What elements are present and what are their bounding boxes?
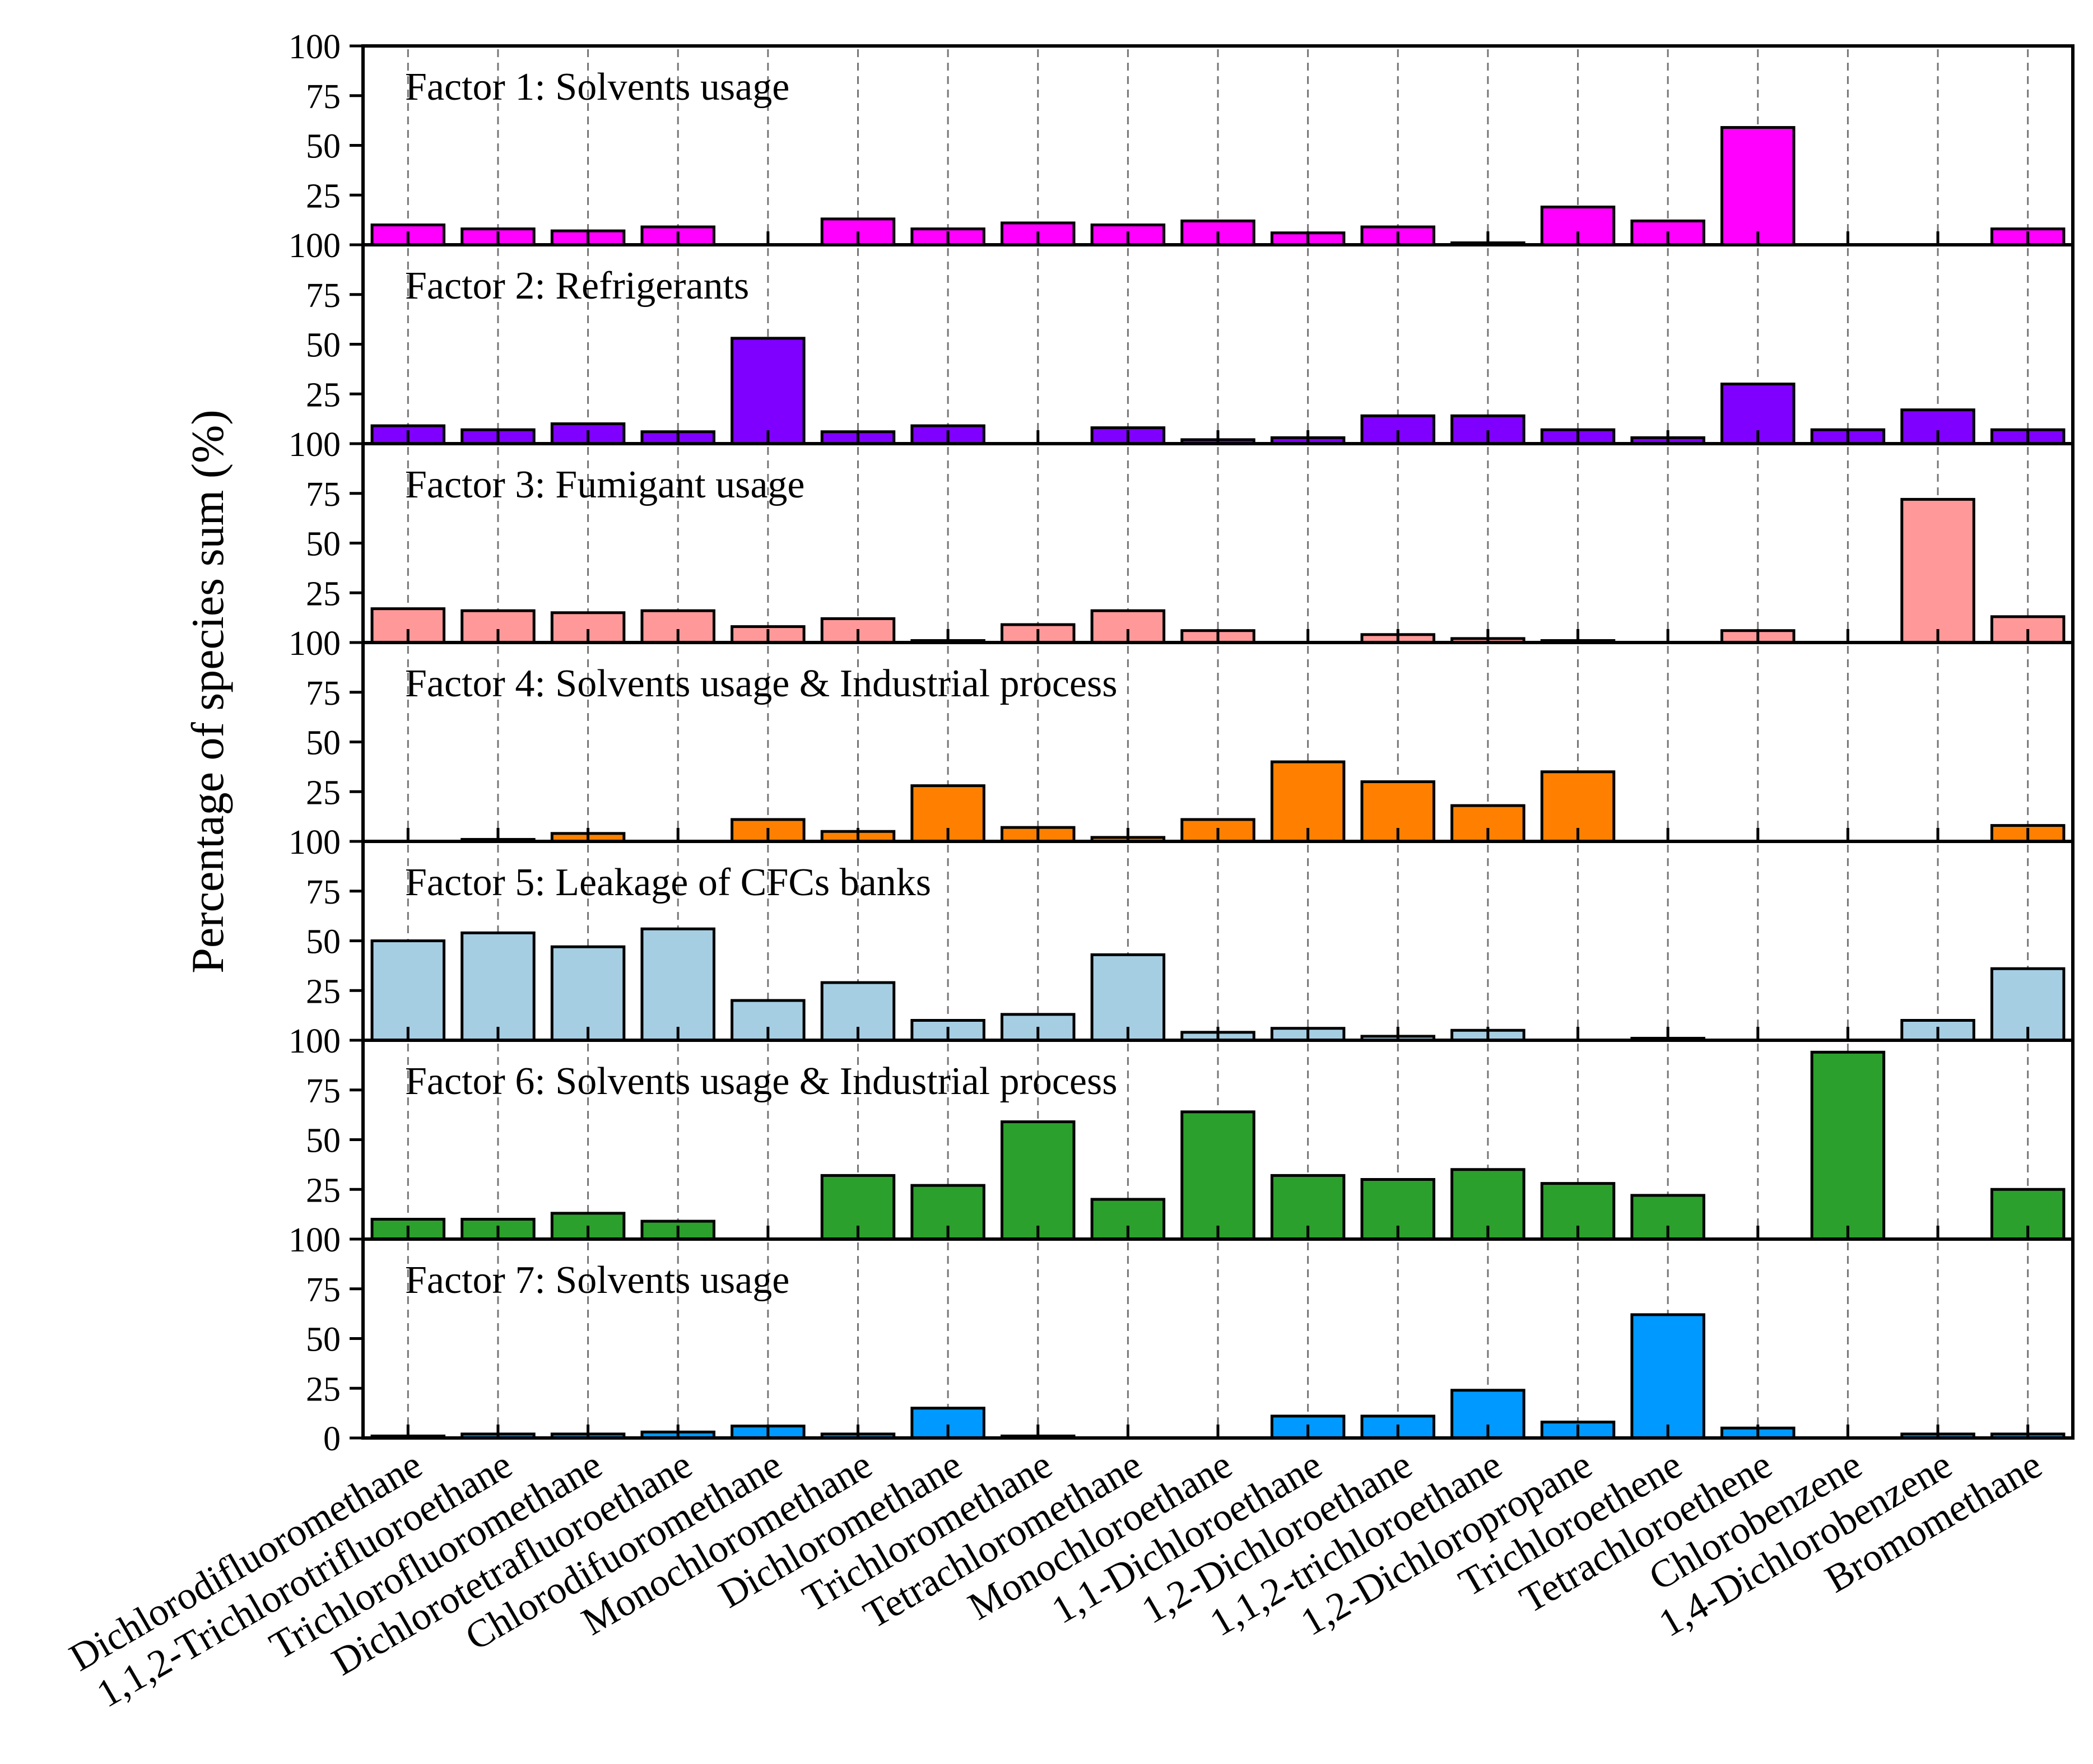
y-tick-label: 50 <box>306 923 341 961</box>
y-tick-label: 50 <box>306 327 341 365</box>
y-tick-label: 100 <box>289 1221 341 1259</box>
bar-f6-8 <box>1000 1120 1076 1241</box>
y-tick-label: 0 <box>323 1420 341 1458</box>
y-tick-label: 50 <box>306 525 341 564</box>
panel-1: Factor 1: Solvents usage <box>361 44 2075 246</box>
panel-4: Factor 4: Solvents usage & Industrial pr… <box>361 641 2075 843</box>
y-tick-label: 100 <box>289 625 341 663</box>
panel-title: Factor 1: Solvents usage <box>405 66 789 109</box>
y-tick-label: 75 <box>306 1271 341 1309</box>
y-tick-label: 25 <box>306 774 341 812</box>
panel-7: Factor 7: Solvents usage <box>361 1237 2075 1440</box>
y-tick-label: 75 <box>306 476 341 514</box>
panel-5: Factor 5: Leakage of CFCs banks <box>361 840 2075 1042</box>
y-tick-label: 50 <box>306 724 341 762</box>
y-tick-label: 50 <box>306 1321 341 1359</box>
y-tick-label: 50 <box>306 128 341 166</box>
y-tick-label: 25 <box>306 972 341 1011</box>
panels: Factor 1: Solvents usage Factor 2: Refrig… <box>361 44 2075 1440</box>
bar-f2-5 <box>731 337 806 445</box>
y-tick-label: 50 <box>306 1122 341 1160</box>
bar-f5-2 <box>461 931 536 1042</box>
y-tick-label: 100 <box>289 227 341 265</box>
panel-title: Factor 3: Fumigant usage <box>405 463 805 506</box>
panel-title: Factor 5: Leakage of CFCs banks <box>405 861 931 904</box>
bar-f3-18 <box>1900 497 1975 644</box>
y-tick-label: 25 <box>306 575 341 613</box>
y-axis: 25 50 75 100 25 50 75 100 25 50 75 100 25 50 75 100 25 50… <box>289 28 363 1458</box>
x-axis: Dichlorodifluoromethane1,1,2-Trichlorotr… <box>63 1436 2073 1716</box>
y-tick-label: 100 <box>289 1022 341 1060</box>
bar-f1-16 <box>1720 126 1796 246</box>
y-tick-label: 25 <box>306 177 341 215</box>
y-axis-label: Percentage of species sum (%) <box>182 409 233 973</box>
bar-f7-7 <box>910 1407 985 1440</box>
bar-f5-9 <box>1090 953 1166 1042</box>
y-tick-label: 100 <box>289 426 341 464</box>
y-tick-label: 75 <box>306 78 341 116</box>
panel-title: Factor 4: Solvents usage & Industrial pr… <box>405 662 1117 705</box>
y-tick-label: 75 <box>306 674 341 713</box>
y-tick-label: 75 <box>306 1072 341 1110</box>
panel-3: Factor 3: Fumigant usage <box>361 442 2075 644</box>
bar-f5-3 <box>550 945 626 1042</box>
panel-title: Factor 2: Refrigerants <box>405 264 749 308</box>
bar-f5-4 <box>640 927 715 1042</box>
y-tick-label: 75 <box>306 873 341 911</box>
bar-f6-17 <box>1810 1050 1886 1241</box>
bar-f5-1 <box>370 939 446 1042</box>
y-tick-label: 25 <box>306 1370 341 1408</box>
y-tick-label: 25 <box>306 376 341 414</box>
y-tick-label: 100 <box>289 823 341 862</box>
bar-f7-15 <box>1630 1313 1705 1440</box>
y-tick-label: 25 <box>306 1171 341 1209</box>
panel-6: Factor 6: Solvents usage & Industrial pr… <box>361 1039 2075 1241</box>
y-tick-label: 100 <box>289 28 341 66</box>
y-tick-label: 75 <box>306 277 341 315</box>
bar-f6-10 <box>1180 1110 1255 1241</box>
panel-title: Factor 7: Solvents usage <box>405 1259 789 1302</box>
panel-2: Factor 2: Refrigerants <box>361 243 2075 445</box>
panel-title: Factor 6: Solvents usage & Industrial pr… <box>405 1060 1117 1103</box>
